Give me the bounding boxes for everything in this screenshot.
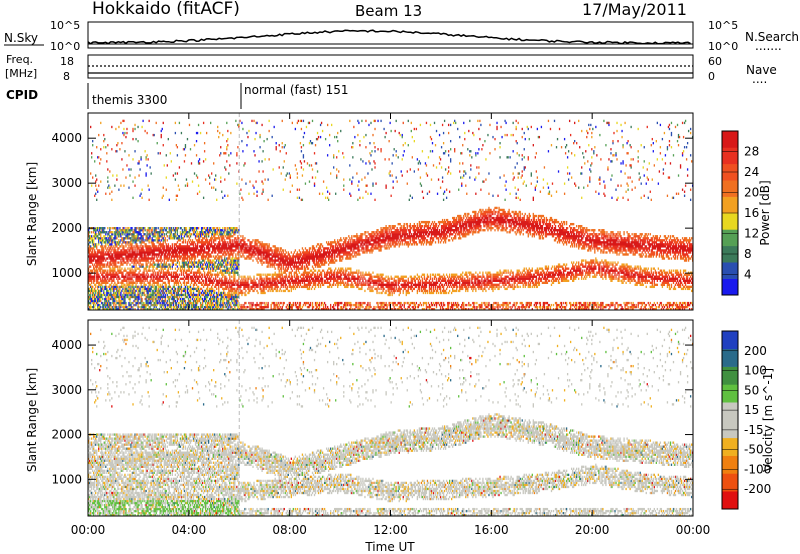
power-colorbar: 28 24 20 16 12 8 4 (721, 130, 759, 296)
colorbar-segment (722, 491, 738, 510)
y-tick-label: 3000 (51, 176, 82, 190)
velocity-colorbar-label: Velocity [m s^-1] (761, 368, 775, 472)
velocity-colorbar: 200 100 50 15 -15 -50 -100 -200 (721, 330, 771, 510)
y-tick-label: 2000 (51, 428, 82, 442)
velocity-ylabel: Slant Range [km] (25, 368, 39, 472)
colorbar-segment (722, 131, 738, 148)
nave-right-tick-bottom: 0 (708, 70, 715, 83)
y-tick-label: 4000 (51, 131, 82, 145)
colorbar-tick-label: 12 (744, 227, 759, 241)
freq-unit: [MHz] (5, 67, 37, 80)
colorbar-tick-label: -15 (744, 423, 764, 437)
colorbar-segment (722, 437, 738, 456)
cpid-panel: CPID themis 3300 normal (fast) 151 (6, 83, 348, 109)
colorbar-segment (722, 147, 738, 165)
nsearch-label: N.Search (745, 30, 799, 44)
x-tick-label: 04:00 (172, 523, 207, 537)
freq-label: Freq. (6, 53, 33, 66)
nsearch-legend: ....... (755, 39, 782, 53)
nave-right-tick-top: 60 (708, 55, 722, 68)
colorbar-frame (721, 330, 739, 510)
date-label: 17/May/2011 (582, 0, 687, 19)
colorbar-segment (722, 473, 738, 492)
x-tick-label: 12:00 (373, 523, 408, 537)
x-tick-label: 00:00 (71, 523, 106, 537)
colorbar-tick-label: -200 (744, 482, 771, 496)
colorbar-segment (722, 384, 738, 403)
x-tick-label: 16:00 (474, 523, 509, 537)
nsky-left-tick-bottom: 10^0 (50, 40, 80, 53)
colorbar-tick-label: -100 (744, 462, 771, 476)
freq-left-tick-top: 18 (60, 55, 74, 68)
colorbar-segment (722, 402, 738, 421)
colorbar-segment (722, 278, 738, 296)
colorbar-tick-label: 20 (744, 186, 759, 200)
y-tick-label: 2000 (51, 221, 82, 235)
colorbar-segment (722, 348, 738, 367)
figure-title: Hokkaido (fitACF) (92, 0, 240, 19)
cpid-mode-normal: normal (fast) 151 (244, 83, 348, 97)
colorbar-segment (722, 366, 738, 385)
colorbar-segment (722, 213, 738, 230)
colorbar-segment (722, 262, 738, 279)
power-heatmap (88, 113, 693, 310)
nsky-panel: N.Sky 10^5 10^0 10^5 10^0 N.Search .....… (4, 19, 799, 53)
x-tick-label: 20:00 (575, 523, 610, 537)
nave-label: Nave (746, 63, 777, 77)
velocity-panel: 1000 2000 3000 4000 Slant Range [km] (25, 319, 694, 517)
x-axis-label: Time UT (364, 540, 415, 554)
x-tick-label: 08:00 (272, 523, 307, 537)
y-tick-label: 4000 (51, 338, 82, 352)
colorbar-tick-label: -50 (744, 443, 764, 457)
colorbar-tick-label: 24 (744, 165, 759, 179)
colorbar-tick-label: 100 (744, 364, 767, 378)
colorbar-tick-label: 15 (744, 403, 759, 417)
power-y-axis: 1000 2000 3000 4000 (51, 131, 693, 280)
nsky-curve (87, 29, 691, 45)
colorbar-tick-label: 50 (744, 383, 759, 397)
freq-left-tick-bottom: 8 (63, 70, 70, 83)
y-tick-label: 1000 (51, 472, 82, 486)
colorbar-tick-label: 8 (744, 247, 752, 261)
y-tick-label: 1000 (51, 266, 82, 280)
freq-panel: Freq. [MHz] 18 8 60 0 Nave .... (5, 53, 777, 86)
colorbar-tick-label: 28 (744, 145, 759, 159)
colorbar-segment (722, 331, 738, 350)
nsky-right-tick-top: 10^5 (708, 19, 738, 32)
cpid-mode-themis: themis 3300 (92, 93, 167, 107)
colorbar-tick-label: 200 (744, 344, 767, 358)
power-ylabel: Slant Range [km] (25, 162, 39, 266)
colorbar-segment (722, 180, 738, 197)
colorbar-segment (722, 420, 738, 439)
colorbar-segment (722, 455, 738, 474)
colorbar-segment (722, 196, 738, 214)
nsky-label: N.Sky (4, 31, 38, 45)
y-tick-label: 3000 (51, 383, 82, 397)
velocity-y-axis: 1000 2000 3000 4000 (51, 338, 693, 486)
cpid-label: CPID (6, 88, 38, 102)
power-colorbar-label: Power [dB] (758, 180, 772, 245)
colorbar-tick-label: 4 (744, 268, 752, 282)
power-panel: 1000 2000 3000 4000 Slant Range [km] (25, 112, 694, 311)
x-axis: 00:00 04:00 08:00 12:00 16:00 20:00 00:00 (71, 113, 711, 537)
beam-label: Beam 13 (355, 2, 422, 20)
nsky-right-tick-bottom: 10^0 (708, 40, 738, 53)
colorbar-segment (722, 229, 738, 247)
colorbar-tick-label: 16 (744, 206, 759, 220)
velocity-heatmap (88, 320, 693, 516)
nsky-left-tick-top: 10^5 (50, 19, 80, 32)
nave-legend: .... (752, 72, 767, 86)
x-tick-label: 00:00 (676, 523, 711, 537)
